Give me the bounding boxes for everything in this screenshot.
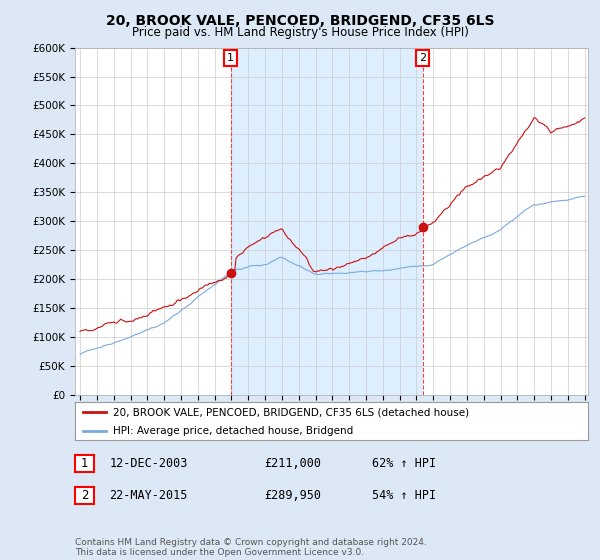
Text: 54% ↑ HPI: 54% ↑ HPI (372, 489, 436, 502)
Text: £211,000: £211,000 (264, 457, 321, 470)
Text: 1: 1 (227, 53, 234, 63)
Text: 20, BROOK VALE, PENCOED, BRIDGEND, CF35 6LS (detached house): 20, BROOK VALE, PENCOED, BRIDGEND, CF35 … (113, 407, 470, 417)
Text: Price paid vs. HM Land Registry's House Price Index (HPI): Price paid vs. HM Land Registry's House … (131, 26, 469, 39)
Text: HPI: Average price, detached house, Bridgend: HPI: Average price, detached house, Brid… (113, 426, 354, 436)
Text: 12-DEC-2003: 12-DEC-2003 (109, 457, 188, 470)
Text: 62% ↑ HPI: 62% ↑ HPI (372, 457, 436, 470)
Text: Contains HM Land Registry data © Crown copyright and database right 2024.
This d: Contains HM Land Registry data © Crown c… (75, 538, 427, 557)
Text: 2: 2 (81, 489, 88, 502)
Bar (230, 48, 423, 395)
Text: 20, BROOK VALE, PENCOED, BRIDGEND, CF35 6LS: 20, BROOK VALE, PENCOED, BRIDGEND, CF35 … (106, 14, 494, 28)
Text: 22-MAY-2015: 22-MAY-2015 (109, 489, 188, 502)
Text: £289,950: £289,950 (264, 489, 321, 502)
Text: 1: 1 (81, 457, 88, 470)
Text: 2: 2 (419, 53, 427, 63)
